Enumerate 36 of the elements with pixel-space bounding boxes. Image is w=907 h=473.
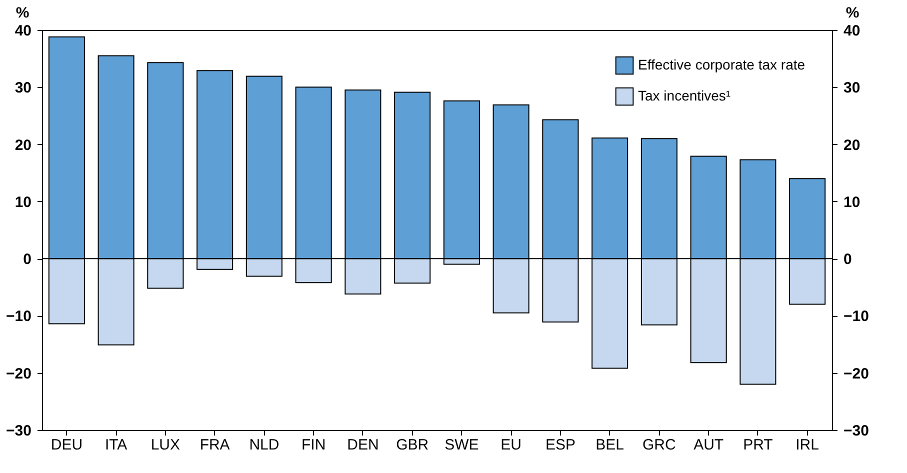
x-tick-label: ESP <box>545 436 576 454</box>
x-tick-label: AUT <box>694 436 724 454</box>
y2-tick-label: 0 <box>844 251 852 268</box>
legend-label: Tax incentives¹ <box>638 88 731 104</box>
y2-tick-label: −10 <box>844 308 869 326</box>
y-tick-label: 10 <box>14 194 32 211</box>
y2-tick-label: 10 <box>844 194 860 211</box>
x-tick-label: DEU <box>50 436 83 454</box>
x-tick-label: FRA <box>200 436 230 454</box>
x-tick-label: GRC <box>642 436 676 454</box>
x-tick-label: EU <box>500 436 522 454</box>
x-tick-label: GBR <box>396 436 429 454</box>
y-tick-label: 20 <box>14 136 32 154</box>
x-tick-label: FIN <box>301 436 326 454</box>
legend-label: Effective corporate tax rate <box>638 56 806 72</box>
x-tick-label: LUX <box>150 436 180 454</box>
y-axis-title: % <box>16 4 30 22</box>
y-tick-label: 30 <box>14 80 32 97</box>
x-tick-label: SWE <box>444 436 479 454</box>
y2-tick-label: 30 <box>844 80 860 97</box>
y2-tick-label: −20 <box>844 365 869 382</box>
y-tick-label: −10 <box>6 308 32 326</box>
x-tick-label: IRL <box>796 436 819 454</box>
y2-axis-title: % <box>846 4 860 22</box>
y2-tick-label: −30 <box>844 422 869 440</box>
x-tick-label: NLD <box>249 436 280 454</box>
y-tick-label: −30 <box>6 422 32 440</box>
y-tick-label: 0 <box>23 251 32 268</box>
y-tick-label: 40 <box>14 22 32 40</box>
x-tick-label: BEL <box>596 436 624 454</box>
y2-tick-label: 20 <box>844 136 860 154</box>
x-tick-label: DEN <box>347 436 379 454</box>
y-tick-label: −20 <box>6 365 32 382</box>
x-tick-label: ITA <box>104 436 128 454</box>
x-tick-label: PRT <box>743 436 773 454</box>
y2-tick-label: 40 <box>844 22 860 40</box>
